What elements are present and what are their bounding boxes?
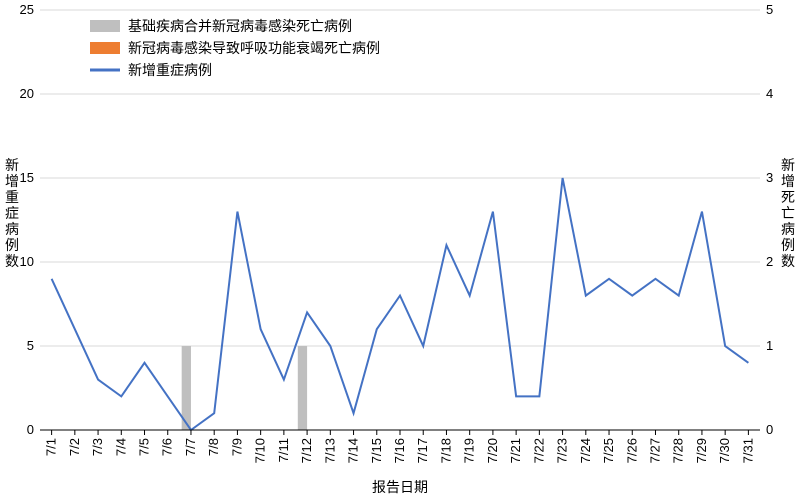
x-tick-label: 7/12 (299, 438, 314, 463)
x-tick-label: 7/20 (485, 438, 500, 463)
x-tick-label: 7/9 (229, 438, 244, 456)
x-tick-label: 7/17 (415, 438, 430, 463)
svg-text:增: 增 (781, 173, 795, 189)
legend-label: 基础疾病合并新冠病毒感染死亡病例 (128, 18, 352, 34)
right-tick-label: 4 (766, 86, 773, 101)
x-tick-label: 7/25 (601, 438, 616, 463)
x-tick-label: 7/5 (137, 438, 152, 456)
x-tick-label: 7/7 (183, 438, 198, 456)
x-tick-label: 7/3 (90, 438, 105, 456)
left-tick-label: 10 (20, 254, 34, 269)
x-tick-label: 7/2 (67, 438, 82, 456)
x-tick-label: 7/1 (44, 438, 59, 456)
svg-text:新: 新 (5, 157, 19, 173)
x-tick-label: 7/28 (671, 438, 686, 463)
right-tick-label: 1 (766, 338, 773, 353)
right-axis-title: 新增死亡病例数 (781, 157, 795, 269)
bar-gray (298, 346, 307, 430)
left-tick-label: 5 (27, 338, 34, 353)
svg-text:死: 死 (781, 189, 795, 205)
svg-text:症: 症 (5, 205, 19, 221)
svg-text:增: 增 (5, 173, 19, 189)
chart-container: 0 5 10 15 20 25 0 1 2 3 4 5 7/1 7/2 7/3 7/4 7/5 7/6 7/7 7/8… (0, 0, 800, 500)
x-tick-label: 7/29 (694, 438, 709, 463)
x-axis-title: 报告日期 (372, 479, 428, 495)
x-tick-label: 7/15 (369, 438, 384, 463)
x-tick-label: 7/16 (392, 438, 407, 463)
svg-text:病: 病 (5, 221, 19, 237)
right-tick-label: 2 (766, 254, 773, 269)
left-tick-label: 25 (20, 2, 34, 17)
svg-text:例: 例 (5, 237, 19, 253)
legend-swatch (90, 20, 120, 32)
svg-text:亡: 亡 (781, 205, 795, 221)
x-tick-label: 7/13 (322, 438, 337, 463)
x-tick-label: 7/24 (578, 438, 593, 463)
legend-label: 新冠病毒感染导致呼吸功能衰竭死亡病例 (128, 40, 380, 56)
x-tick-label: 7/14 (346, 438, 361, 463)
left-axis-title: 新增重症病例数 (5, 157, 19, 269)
x-tick-label: 7/21 (508, 438, 523, 463)
right-tick-label: 0 (766, 422, 773, 437)
x-tick-label: 7/23 (555, 438, 570, 463)
right-tick-label: 3 (766, 170, 773, 185)
svg-text:病: 病 (781, 221, 795, 237)
svg-text:例: 例 (781, 237, 795, 253)
svg-text:新: 新 (781, 157, 795, 173)
x-tick-label: 7/31 (740, 438, 755, 463)
left-tick-label: 0 (27, 422, 34, 437)
x-tick-label: 7/18 (438, 438, 453, 463)
x-tick-label: 7/4 (113, 438, 128, 456)
right-tick-label: 5 (766, 2, 773, 17)
legend-swatch (90, 42, 120, 54)
x-tick-label: 7/11 (276, 438, 291, 462)
x-tick-label: 7/19 (462, 438, 477, 463)
x-tick-label: 7/6 (160, 438, 175, 456)
x-tick-label: 7/22 (531, 438, 546, 463)
line-series (52, 178, 749, 430)
svg-text:数: 数 (5, 253, 19, 269)
x-tick-label: 7/26 (624, 438, 639, 463)
x-tick-label: 7/30 (717, 438, 732, 463)
x-tick-label: 7/8 (206, 438, 221, 456)
left-tick-label: 20 (20, 86, 34, 101)
combo-chart: 0 5 10 15 20 25 0 1 2 3 4 5 7/1 7/2 7/3 7/4 7/5 7/6 7/7 7/8… (0, 0, 800, 500)
svg-text:重: 重 (5, 189, 19, 205)
x-tick-label: 7/10 (253, 438, 268, 463)
left-tick-label: 15 (20, 170, 34, 185)
legend-label: 新增重症病例 (128, 62, 212, 78)
x-tick-label: 7/27 (647, 438, 662, 463)
svg-text:数: 数 (781, 253, 795, 269)
